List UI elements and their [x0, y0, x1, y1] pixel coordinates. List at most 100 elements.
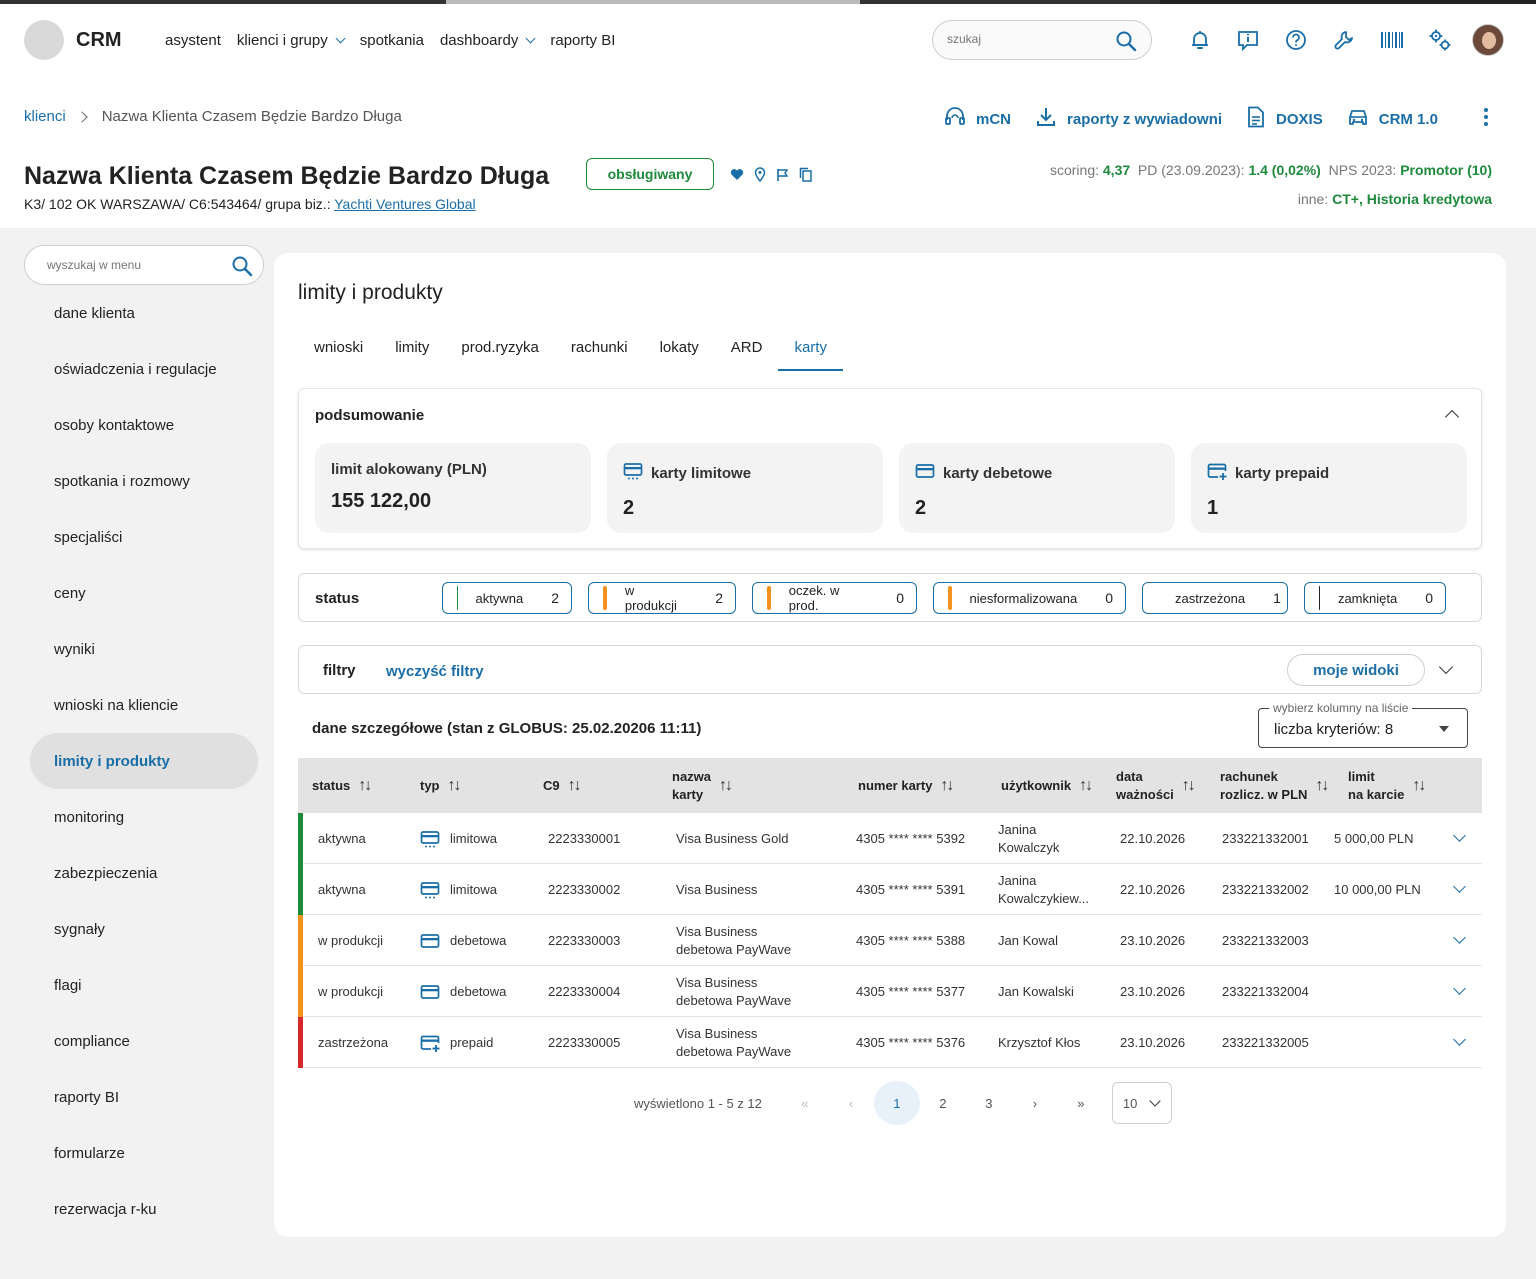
- settings-icon[interactable]: [1428, 28, 1452, 52]
- tab-wnioski[interactable]: wnioski: [314, 339, 364, 356]
- status-chip-niesformalizowana[interactable]: niesformalizowana 0: [933, 582, 1126, 614]
- page-size-select[interactable]: 10: [1111, 1082, 1172, 1124]
- action-raporty-z-wywiadowni[interactable]: raporty z wywiadowni: [1035, 106, 1222, 132]
- nav-item-asystent[interactable]: asystent: [165, 32, 221, 49]
- column-header[interactable]: limit na karcie ↑↓: [1348, 758, 1426, 813]
- more-menu-icon[interactable]: [1484, 108, 1488, 126]
- chevron-down-icon[interactable]: [1453, 982, 1466, 995]
- sidebar-item-monitoring[interactable]: monitoring: [54, 808, 125, 826]
- chevron-down-icon[interactable]: [1438, 659, 1454, 675]
- status-chip-aktywna[interactable]: aktywna 2: [442, 582, 572, 614]
- tab-limity[interactable]: limity: [395, 339, 430, 356]
- column-header[interactable]: status ↑↓: [312, 758, 372, 813]
- column-header[interactable]: rachunek rozlicz. w PLN ↑↓: [1220, 758, 1329, 813]
- sidebar-item-specjaliści[interactable]: specjaliści: [54, 528, 123, 546]
- search-box[interactable]: [932, 20, 1152, 60]
- heart-icon[interactable]: [730, 168, 744, 184]
- sidebar-item-sygnały[interactable]: sygnały: [54, 920, 105, 938]
- sidebar-item-wnioski-na-kliencie[interactable]: wnioski na kliencie: [54, 696, 179, 714]
- chevron-down-icon[interactable]: [1453, 931, 1466, 944]
- help-icon[interactable]: [1284, 28, 1308, 52]
- column-header[interactable]: nazwa karty ↑↓: [672, 758, 733, 813]
- chevron-down-icon[interactable]: [1453, 1033, 1466, 1046]
- sort-icon[interactable]: ↑↓: [1412, 776, 1426, 794]
- sidebar-item-compliance[interactable]: compliance: [54, 1032, 130, 1050]
- status-chip-w-produkcji[interactable]: w produkcji 2: [588, 582, 736, 614]
- barcode-icon[interactable]: [1380, 28, 1404, 52]
- nav-item-spotkania[interactable]: spotkania: [360, 32, 424, 49]
- sort-icon[interactable]: ↑↓: [358, 776, 372, 794]
- sidebar-item-oświadczenia-i-regulacje[interactable]: oświadczenia i regulacje: [54, 360, 217, 378]
- sort-icon[interactable]: ↑↓: [447, 776, 462, 794]
- menu-search-input[interactable]: [47, 258, 207, 272]
- location-pin-icon[interactable]: [754, 167, 766, 185]
- chevron-down-icon[interactable]: [1453, 880, 1466, 893]
- search-icon[interactable]: [1115, 30, 1137, 55]
- sidebar-item-zabezpieczenia[interactable]: zabezpieczenia: [54, 864, 158, 882]
- action-crm-1-0[interactable]: CRM 1.0: [1347, 106, 1438, 132]
- column-header[interactable]: C9 ↑↓: [543, 758, 582, 813]
- nav-item-raporty-BI[interactable]: raporty BI: [550, 32, 615, 49]
- page-button[interactable]: 3: [985, 1095, 993, 1111]
- column-header[interactable]: typ ↑↓: [420, 758, 462, 813]
- sort-icon[interactable]: ↑↓: [567, 776, 582, 794]
- chevron-down-icon[interactable]: [1453, 829, 1466, 842]
- flag-icon[interactable]: [776, 168, 789, 185]
- table-row[interactable]: zastrzeżona prepaid 2223330005 Visa Busines…: [298, 1017, 1482, 1068]
- bell-icon[interactable]: [1188, 28, 1212, 52]
- sidebar-item-rezerwacja-r-ku[interactable]: rezerwacja r-ku: [54, 1200, 157, 1218]
- sort-icon[interactable]: ↑↓: [719, 776, 733, 794]
- sidebar-item-flagi[interactable]: flagi: [54, 976, 82, 994]
- copy-icon[interactable]: [799, 167, 812, 185]
- table-row[interactable]: aktywna limitowa 2223330002 Visa Business 43…: [298, 864, 1482, 915]
- table-row[interactable]: w produkcji debetowa 2223330003 Visa Busine…: [298, 915, 1482, 966]
- tab-karty[interactable]: karty: [778, 327, 843, 371]
- prev-page-icon[interactable]: ‹: [848, 1095, 854, 1111]
- sidebar-item-spotkania-i-rozmowy[interactable]: spotkania i rozmowy: [54, 472, 190, 490]
- status-chip-oczek-w-prod-[interactable]: oczek. w prod. 0: [752, 582, 917, 614]
- status-chip-zamknięta[interactable]: zamknięta 0: [1304, 582, 1446, 614]
- sort-icon[interactable]: ↑↓: [1181, 776, 1196, 794]
- sidebar-item-wyniki[interactable]: wyniki: [54, 640, 95, 658]
- table-row[interactable]: aktywna limitowa 2223330001 Visa Business G…: [298, 813, 1482, 864]
- search-input[interactable]: [947, 32, 1107, 46]
- next-page-icon[interactable]: ›: [1032, 1095, 1038, 1111]
- sort-icon[interactable]: ↑↓: [940, 776, 954, 794]
- first-page-icon[interactable]: «: [801, 1095, 809, 1111]
- tab-rachunki[interactable]: rachunki: [570, 339, 628, 356]
- tab-prod-ryzyka[interactable]: prod.ryzyka: [461, 339, 539, 356]
- wrench-icon[interactable]: [1332, 28, 1356, 52]
- chevron-up-icon[interactable]: [1444, 409, 1460, 425]
- action-mcn[interactable]: mCN: [944, 106, 1011, 132]
- column-header[interactable]: data ważności ↑↓: [1116, 758, 1196, 813]
- clear-filters-link[interactable]: wyczyść filtry: [386, 663, 484, 680]
- info-board-icon[interactable]: [1236, 28, 1260, 52]
- sidebar-item-osoby-kontaktowe[interactable]: osoby kontaktowe: [54, 416, 175, 434]
- sort-icon[interactable]: ↑↓: [1315, 776, 1329, 794]
- sidebar-item-dane-klienta[interactable]: dane klienta: [54, 304, 135, 322]
- column-select[interactable]: wybierz kolumny na liście liczba kryteri…: [1258, 701, 1468, 748]
- sidebar-item-raporty-BI[interactable]: raporty BI: [54, 1088, 120, 1106]
- sidebar-item-limity-i-produkty[interactable]: limity i produkty: [30, 733, 258, 789]
- column-header[interactable]: numer karty ↑↓: [858, 758, 954, 813]
- sort-icon[interactable]: ↑↓: [1079, 776, 1093, 794]
- avatar[interactable]: [1472, 24, 1504, 56]
- page-button[interactable]: 1: [873, 1081, 920, 1125]
- my-views-button[interactable]: moje widoki: [1287, 654, 1425, 686]
- nav-item-klienci-i-grupy[interactable]: klienci i grupy: [237, 32, 346, 49]
- table-row[interactable]: w produkcji debetowa 2223330004 Visa Busine…: [298, 966, 1482, 1017]
- status-chip-zastrzeżona[interactable]: zastrzeżona 1: [1142, 582, 1288, 614]
- last-page-icon[interactable]: »: [1077, 1095, 1085, 1111]
- tab-lokaty[interactable]: lokaty: [659, 339, 699, 356]
- action-doxis[interactable]: DOXIS: [1246, 106, 1323, 132]
- sidebar-item-formularze[interactable]: formularze: [54, 1144, 125, 1162]
- nav-item-dashboardy[interactable]: dashboardy: [440, 32, 536, 49]
- tab-ARD[interactable]: ARD: [730, 339, 763, 356]
- breadcrumb-root[interactable]: klienci: [24, 108, 66, 125]
- search-icon[interactable]: [231, 255, 253, 280]
- page-button[interactable]: 2: [939, 1095, 947, 1111]
- sidebar-item-ceny[interactable]: ceny: [54, 584, 86, 602]
- column-header[interactable]: użytkownik ↑↓: [1001, 758, 1093, 813]
- client-group-link[interactable]: Yachti Ventures Global: [334, 196, 476, 212]
- menu-search[interactable]: [24, 245, 264, 285]
